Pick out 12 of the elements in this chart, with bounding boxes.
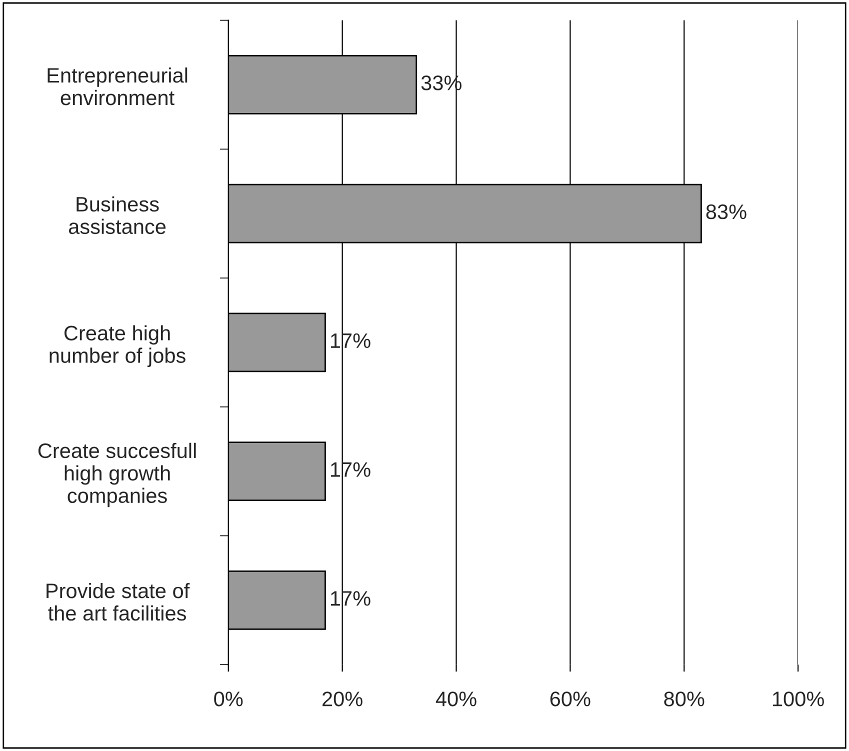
- y-tick-label: Create succesfull high growth companies: [38, 442, 196, 508]
- data-label: 83%: [706, 204, 746, 220]
- x-tick-label: 20%: [322, 692, 362, 706]
- y-tick-label: Business assistance: [68, 196, 166, 234]
- x-tick-label: 40%: [436, 692, 476, 706]
- x-tick-label: 0%: [214, 692, 243, 706]
- y-tick-label: Entrepreneurial environment: [48, 67, 188, 106]
- x-tick-label: 80%: [664, 692, 704, 706]
- y-tick-label: Provide state of the art facilities: [46, 582, 190, 621]
- x-tick-label: 100%: [773, 692, 824, 706]
- x-tick-label: 60%: [550, 692, 590, 706]
- y-tick-label: Create high number of jobs: [50, 325, 186, 368]
